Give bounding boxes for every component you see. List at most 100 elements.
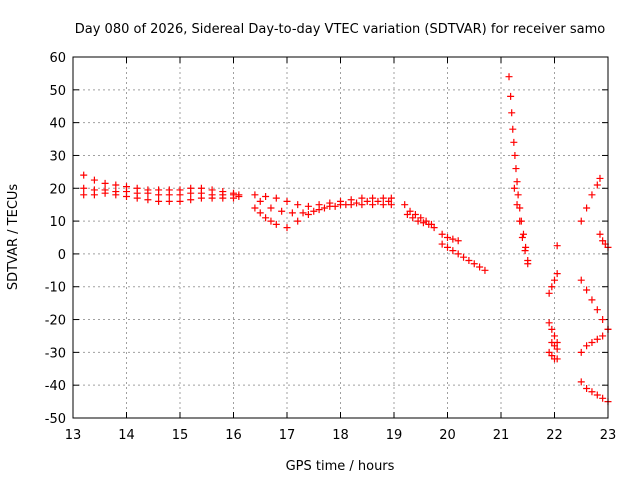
- data-point: [272, 220, 280, 228]
- data-point: [577, 276, 585, 284]
- data-point: [133, 194, 141, 202]
- data-point: [583, 384, 591, 392]
- y-tick-label: -10: [45, 281, 66, 296]
- data-point: [267, 217, 275, 225]
- series-mid-4: [283, 201, 395, 232]
- data-point: [430, 224, 438, 232]
- y-tick-label: 10: [49, 215, 66, 230]
- series-seg-23b: [577, 276, 612, 333]
- series-seg-22e: [548, 339, 561, 353]
- data-point: [256, 197, 264, 205]
- series-seg-23e: [596, 230, 612, 251]
- y-axis-label: SDTVAR / TECUs: [6, 184, 21, 291]
- x-tick-label: 19: [386, 428, 403, 443]
- series-mid-1: [251, 191, 395, 210]
- y-tick-label: 30: [49, 149, 66, 164]
- data-point: [438, 230, 446, 238]
- data-point: [401, 201, 409, 209]
- data-point: [144, 196, 152, 204]
- data-point: [481, 266, 489, 274]
- data-point: [577, 378, 585, 386]
- data-point: [583, 204, 591, 212]
- x-tick-label: 22: [546, 428, 563, 443]
- y-tick-label: 40: [49, 117, 66, 132]
- data-point: [197, 194, 205, 202]
- series-seg-22d: [545, 348, 561, 363]
- data-point: [425, 220, 433, 228]
- data-point: [588, 296, 596, 304]
- series-seg-22b: [553, 242, 561, 250]
- series-seg-19-20b: [403, 211, 438, 232]
- data-point: [165, 197, 173, 205]
- x-tick-label: 17: [279, 428, 296, 443]
- data-point: [465, 256, 473, 264]
- data-point: [553, 345, 561, 353]
- data-point: [553, 242, 561, 250]
- data-point: [379, 194, 387, 202]
- x-tick-label: 14: [118, 428, 135, 443]
- data-point: [507, 92, 515, 100]
- data-point: [294, 201, 302, 209]
- x-axis-label: GPS time / hours: [286, 459, 395, 474]
- data-point: [379, 201, 387, 209]
- plot-frame: [72, 56, 609, 419]
- data-point: [444, 234, 451, 241]
- series-seg-20b: [438, 240, 489, 274]
- data-point: [278, 207, 286, 215]
- data-point: [304, 211, 312, 219]
- data-point: [512, 165, 520, 173]
- data-point: [470, 260, 478, 268]
- data-point: [548, 325, 556, 333]
- series-seg-23d: [577, 378, 612, 406]
- data-point: [508, 109, 516, 117]
- data-point: [419, 219, 427, 227]
- series-seg-20: [438, 230, 462, 245]
- data-point: [326, 202, 334, 210]
- data-point: [588, 388, 596, 396]
- data-point: [460, 253, 468, 261]
- data-point: [272, 194, 280, 202]
- data-point: [219, 194, 227, 202]
- data-point: [510, 184, 518, 192]
- series-mid-2: [256, 197, 393, 217]
- data-point: [80, 184, 88, 192]
- data-point: [235, 192, 243, 200]
- chart-title: Day 080 of 2026, Sidereal Day-to-day VTE…: [75, 22, 606, 37]
- y-tick-label: 60: [49, 51, 66, 66]
- data-point: [176, 197, 184, 205]
- data-point: [505, 73, 513, 81]
- y-tick-label: -50: [45, 412, 66, 427]
- data-point: [519, 230, 527, 238]
- data-point: [101, 179, 109, 187]
- data-point: [414, 217, 422, 225]
- data-point: [294, 217, 302, 225]
- x-tick-label: 23: [600, 428, 617, 443]
- axis-ticks: 13 14 15 16 17 18 19 20 21 22 23 -50 -40 -30 -20 -10 0 10…: [45, 51, 617, 443]
- data-point: [593, 181, 601, 189]
- y-tick-label: 0: [58, 248, 66, 263]
- x-tick-label: 18: [332, 428, 349, 443]
- data-point: [155, 191, 163, 199]
- data-point: [208, 194, 216, 202]
- data-point: [596, 174, 604, 182]
- data-point: [267, 204, 275, 212]
- data-point: [374, 197, 382, 205]
- data-point: [577, 217, 585, 225]
- data-point: [551, 276, 558, 284]
- data-point: [476, 263, 484, 271]
- y-tick-label: -20: [45, 314, 66, 329]
- data-point: [545, 289, 553, 297]
- series-mid-3: [251, 204, 280, 228]
- data-point: [593, 335, 601, 343]
- data-point: [363, 197, 371, 205]
- data-point: [304, 202, 312, 210]
- series-seg-22c: [545, 319, 561, 347]
- data-point: [251, 204, 259, 212]
- data-point: [347, 201, 355, 209]
- data-point: [599, 316, 607, 324]
- y-tick-label: -30: [45, 346, 66, 361]
- data-point: [358, 194, 366, 202]
- data-point: [513, 178, 521, 186]
- data-point: [283, 224, 291, 232]
- data-point: [262, 214, 270, 222]
